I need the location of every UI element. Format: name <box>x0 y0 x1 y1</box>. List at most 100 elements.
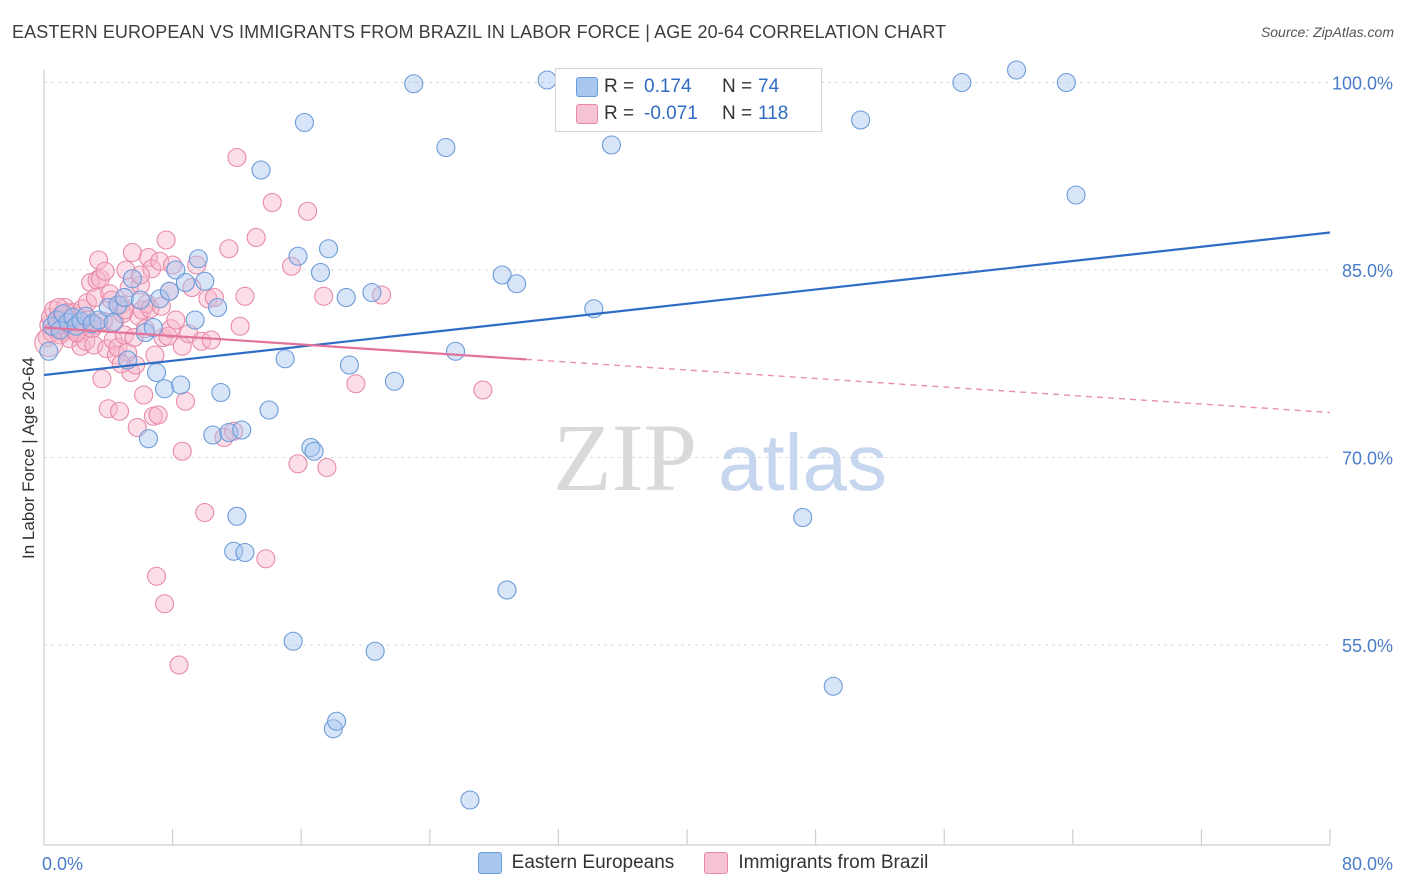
legend-item-brazil[interactable]: Immigrants from Brazil <box>704 852 928 874</box>
point-eastern-european <box>146 362 167 383</box>
point-eastern-european <box>304 441 324 461</box>
point-brazil <box>151 296 171 316</box>
point-eastern-european <box>108 295 128 315</box>
point-brazil <box>156 230 176 250</box>
y-tick-label: 85.0% <box>1342 261 1393 281</box>
point-eastern-european <box>362 282 382 303</box>
point-brazil <box>98 399 118 419</box>
point-brazil <box>122 242 142 263</box>
point-brazil <box>166 310 186 330</box>
point-eastern-european <box>259 400 279 420</box>
zipatlas-watermark: ZIP atlas <box>553 404 887 511</box>
point-eastern-european <box>76 306 96 326</box>
point-brazil <box>298 201 318 221</box>
point-eastern-european <box>507 274 527 294</box>
point-eastern-european <box>122 269 142 289</box>
point-eastern-european <box>1056 72 1076 93</box>
correlation-legend: R = 0.174 N = 74 R = -0.071 N = 118 <box>555 68 822 132</box>
point-eastern-european <box>103 312 123 333</box>
point-brazil <box>92 369 112 389</box>
point-brazil <box>84 335 104 355</box>
legend-r-value: 0.174 <box>644 76 692 97</box>
point-brazil <box>110 401 130 421</box>
point-brazil <box>150 251 170 271</box>
point-brazil <box>66 322 86 343</box>
point-brazil <box>246 227 266 248</box>
point-eastern-european <box>150 289 170 309</box>
legend-swatch-pink <box>704 852 729 874</box>
legend-r-label: R = <box>604 76 635 97</box>
axes <box>43 70 1331 846</box>
point-brazil <box>282 256 302 276</box>
point-eastern-european <box>952 72 972 93</box>
point-brazil <box>227 147 247 168</box>
point-brazil <box>235 286 255 306</box>
point-eastern-european <box>537 70 557 90</box>
point-eastern-european <box>211 382 231 403</box>
point-brazil <box>95 261 115 281</box>
y-tick-label: 70.0% <box>1342 449 1393 469</box>
series-legend: Eastern Europeans Immigrants from Brazil <box>0 852 1406 874</box>
point-eastern-european <box>601 135 621 155</box>
point-eastern-european <box>143 317 163 338</box>
chart-title: EASTERN EUROPEAN VS IMMIGRANTS FROM BRAZ… <box>12 22 947 42</box>
point-eastern-european <box>339 355 359 375</box>
point-brazil <box>146 566 167 586</box>
point-eastern-european <box>1066 185 1086 205</box>
point-eastern-european <box>251 160 271 180</box>
point-eastern-european <box>384 371 404 391</box>
point-eastern-european <box>301 437 321 458</box>
point-eastern-european <box>283 631 303 651</box>
point-brazil <box>262 192 282 213</box>
point-eastern-european <box>138 429 159 449</box>
point-eastern-european <box>195 271 215 291</box>
point-eastern-european <box>460 790 480 810</box>
point-eastern-european <box>275 349 295 369</box>
point-eastern-european <box>404 74 424 94</box>
legend-item-eastern-europeans[interactable]: Eastern Europeans <box>477 852 674 874</box>
point-brazil <box>175 391 196 411</box>
point-eastern-european <box>823 676 843 696</box>
point-brazil <box>317 457 337 478</box>
y-tick-label: 55.0% <box>1342 636 1393 656</box>
point-eastern-european <box>235 542 255 563</box>
point-eastern-european <box>445 341 466 361</box>
point-eastern-european <box>318 239 339 259</box>
point-eastern-european <box>288 246 308 266</box>
point-eastern-european <box>175 272 196 293</box>
point-brazil <box>142 259 162 279</box>
point-eastern-european <box>232 420 252 440</box>
y-tick-label: 100.0% <box>1332 74 1393 94</box>
point-brazil <box>89 250 109 270</box>
point-brazil <box>314 286 334 306</box>
legend-r-value: -0.071 <box>644 103 698 124</box>
point-eastern-european <box>53 304 73 324</box>
point-eastern-european <box>327 711 347 731</box>
legend-n-label: N = <box>722 76 753 97</box>
legend-n-label: N = <box>722 103 753 124</box>
point-brazil <box>230 316 250 336</box>
watermark-atlas: atlas <box>718 418 887 507</box>
point-eastern-european <box>793 507 813 528</box>
point-brazil <box>134 385 154 405</box>
point-eastern-european <box>497 580 517 600</box>
point-eastern-european <box>185 310 205 330</box>
point-eastern-european <box>171 375 191 395</box>
point-eastern-european <box>310 262 331 283</box>
point-brazil <box>195 502 215 523</box>
point-eastern-european <box>39 341 59 361</box>
trend-line-solid <box>43 326 527 361</box>
x-tick-label: 80.0% <box>1342 854 1393 874</box>
legend-r-label: R = <box>604 103 635 124</box>
point-eastern-european <box>159 281 179 301</box>
point-eastern-european <box>114 287 134 308</box>
point-brazil <box>172 441 192 461</box>
point-eastern-european <box>365 641 385 661</box>
point-brazil <box>138 247 159 268</box>
legend-label-brazil: Immigrants from Brazil <box>738 852 929 873</box>
legend-swatch-blue <box>576 77 598 97</box>
trend-lines <box>43 231 1331 414</box>
point-eastern-european <box>294 112 314 133</box>
point-eastern-european <box>155 379 175 399</box>
point-brazil <box>346 374 366 394</box>
